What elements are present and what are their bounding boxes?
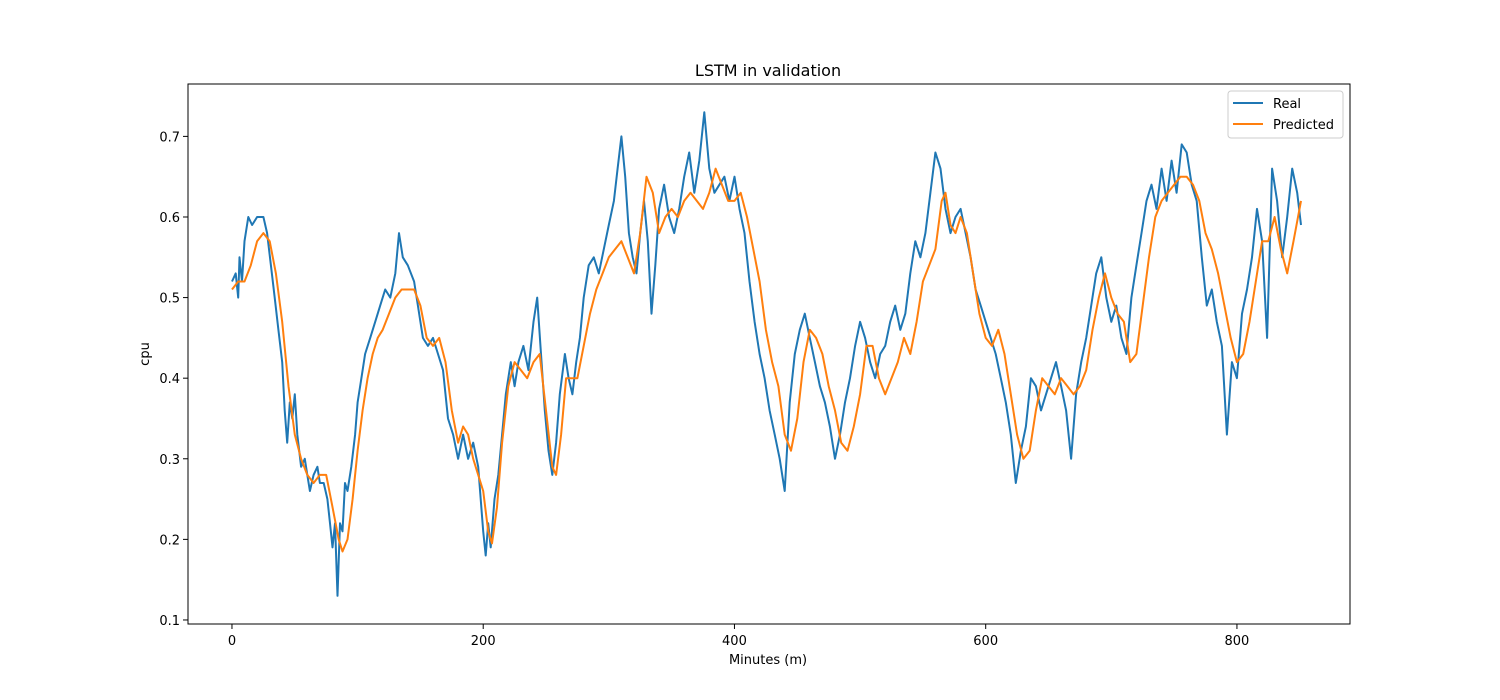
x-tick-label: 0 xyxy=(228,634,236,649)
y-tick-label: 0.2 xyxy=(159,533,180,548)
x-axis: 0 200 400 600 800 xyxy=(228,624,1250,649)
legend-label-predicted: Predicted xyxy=(1273,118,1334,133)
x-tick-label: 200 xyxy=(471,634,496,649)
x-tick-label: 800 xyxy=(1225,634,1250,649)
legend-label-real: Real xyxy=(1273,97,1301,112)
y-tick-label: 0.7 xyxy=(159,130,180,145)
plot-frame xyxy=(187,83,1351,625)
y-tick-label: 0.6 xyxy=(159,211,180,226)
series-line-predicted xyxy=(231,167,1302,553)
y-tick-label: 0.5 xyxy=(159,292,180,307)
x-tick-label: 400 xyxy=(722,634,747,649)
series-line-real xyxy=(231,111,1302,597)
y-tick-label: 0.3 xyxy=(159,453,180,468)
y-axis-label: cpu xyxy=(138,342,153,366)
x-axis-label: Minutes (m) xyxy=(729,653,807,668)
x-tick-label: 600 xyxy=(973,634,998,649)
y-tick-label: 0.4 xyxy=(159,372,180,387)
y-axis: 0.1 0.2 0.3 0.4 0.5 0.6 0.7 xyxy=(159,130,188,629)
plot-area xyxy=(231,111,1302,597)
chart-title: LSTM in validation xyxy=(695,61,841,80)
y-tick-label: 0.1 xyxy=(159,614,180,629)
legend: Real Predicted xyxy=(1227,90,1344,139)
